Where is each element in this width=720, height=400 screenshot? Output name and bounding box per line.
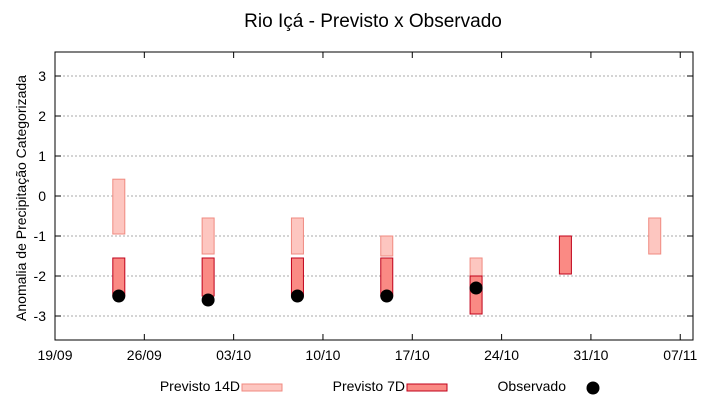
legend-swatch	[406, 383, 448, 392]
point-observado	[290, 289, 304, 303]
observed-points	[112, 281, 483, 307]
x-tick-label: 03/10	[216, 347, 251, 363]
point-observado	[469, 281, 483, 295]
legend-swatch	[241, 383, 283, 392]
y-tick-label: -1	[34, 228, 47, 244]
x-tick-label: 10/10	[305, 347, 340, 363]
x-tick-label: 26/09	[127, 347, 162, 363]
bar-previsto-14d	[290, 217, 304, 255]
point-observado	[201, 293, 215, 307]
point-observado	[380, 289, 394, 303]
point-observado	[112, 289, 126, 303]
bar-previsto-7d	[558, 235, 572, 275]
y-axis-label: Anomalia de Precipitação Categorizada	[13, 75, 29, 321]
x-tick-label: 19/09	[37, 347, 72, 363]
y-tick-label: -3	[34, 308, 47, 324]
x-tick-label: 31/10	[573, 347, 608, 363]
y-tick-label: 3	[38, 68, 46, 84]
chart-title: Rio Içá - Previsto x Observado	[244, 11, 502, 32]
axes: -3 -2 -1 0 1 2 3 19/09 26/09 03/10 10/10 17/10 24/10…	[34, 51, 697, 363]
bar-previsto-14d	[201, 217, 215, 255]
legend-label: Previsto 14D	[160, 378, 240, 394]
y-tick-label: 0	[38, 188, 46, 204]
y-tick-label: 1	[38, 148, 46, 164]
bar-previsto-14d	[112, 178, 126, 235]
grid-lines	[55, 75, 693, 317]
legend-label: Observado	[498, 378, 567, 394]
plot-frame	[54, 51, 694, 341]
legend: Previsto 14D Previsto 7D Observado	[160, 378, 600, 395]
x-tick-label: 17/10	[395, 347, 430, 363]
y-tick-label: -2	[34, 268, 47, 284]
x-tick-label: 24/10	[484, 347, 519, 363]
legend-label: Previsto 7D	[333, 378, 405, 394]
bar-previsto-14d	[469, 257, 483, 277]
x-tick-label: 07/11	[663, 347, 697, 363]
bar-previsto-14d	[380, 235, 394, 257]
legend-marker	[586, 381, 600, 395]
bar-previsto-14d	[648, 217, 662, 255]
bar-previsto-7d	[201, 257, 215, 297]
y-tick-label: 2	[38, 108, 46, 124]
